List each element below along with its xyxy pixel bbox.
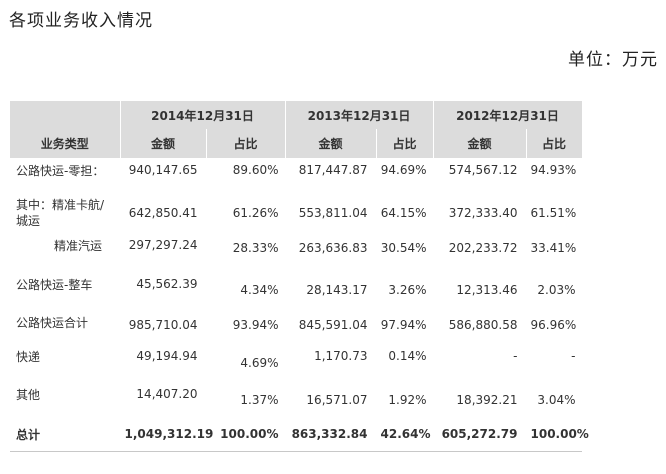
row-label: 公路快运合计 xyxy=(10,310,121,344)
row-label: 快递 xyxy=(10,344,121,382)
header-ratio-2014: 占比 xyxy=(206,129,286,158)
amount-cell: 1,049,312.19 xyxy=(120,420,213,450)
amount-cell: 553,811.04 xyxy=(285,192,377,233)
header-period-2012: 2012年12月31日 xyxy=(433,101,583,129)
header-amount-2013: 金额 xyxy=(285,129,377,158)
revenue-table-container: 业务类型 2014年12月31日 2013年12月31日 2012年12月31日… xyxy=(10,101,589,450)
ratio-cell: 2.03% xyxy=(526,272,583,310)
amount-cell: 49,194.94 xyxy=(120,344,207,382)
ratio-cell: - xyxy=(526,344,583,382)
amount-cell: 1,170.73 xyxy=(285,344,377,382)
amount-cell: 263,636.83 xyxy=(285,233,377,272)
row-label: 其他 xyxy=(10,382,121,420)
amount-cell: 574,567.12 xyxy=(433,158,527,192)
ratio-cell: 94.93% xyxy=(526,158,583,192)
amount-cell: 297,297.24 xyxy=(120,233,207,272)
ratio-cell: 33.41% xyxy=(526,233,583,272)
ratio-cell: 61.51% xyxy=(526,192,583,233)
header-period-2014: 2014年12月31日 xyxy=(120,101,286,129)
amount-cell: 372,333.40 xyxy=(433,192,527,233)
ratio-cell: 89.60% xyxy=(206,158,286,192)
ratio-cell: 4.69% xyxy=(206,344,286,382)
page-title: 各项业务收入情况 xyxy=(9,11,153,31)
table-row: 其中：精准卡航/城运 642,850.41 61.26% 553,811.04 … xyxy=(10,192,583,233)
row-label: 总计 xyxy=(10,420,121,450)
table-row: 其他 14,407.20 1.37% 16,571.07 1.92% 18,39… xyxy=(10,382,583,420)
ratio-cell: 93.94% xyxy=(206,310,286,344)
row-label: 公路快运-整车 xyxy=(10,272,121,310)
header-ratio-2012: 占比 xyxy=(526,129,583,158)
row-label: 其中：精准卡航/城运 xyxy=(10,192,121,233)
amount-cell: 28,143.17 xyxy=(285,272,377,310)
amount-cell: 605,272.79 xyxy=(433,420,527,450)
row-label: 公路快运-零担： xyxy=(10,158,121,192)
ratio-cell: 1.37% xyxy=(206,382,286,420)
amount-cell: 12,313.46 xyxy=(433,272,527,310)
header-period-2013: 2013年12月31日 xyxy=(285,101,434,129)
ratio-cell: 96.96% xyxy=(526,310,583,344)
bottom-divider xyxy=(10,451,582,452)
ratio-cell: 28.33% xyxy=(206,233,286,272)
table-row: 公路快运-零担： 940,147.65 89.60% 817,447.87 94… xyxy=(10,158,583,192)
header-amount-2012: 金额 xyxy=(433,129,527,158)
ratio-cell: 100.00% xyxy=(206,420,286,450)
amount-cell: 202,233.72 xyxy=(433,233,527,272)
ratio-cell: 64.15% xyxy=(376,192,434,233)
table-body: 公路快运-零担： 940,147.65 89.60% 817,447.87 94… xyxy=(10,158,589,450)
amount-cell: 45,562.39 xyxy=(120,272,207,310)
header-business-type: 业务类型 xyxy=(10,101,121,158)
amount-cell: 642,850.41 xyxy=(120,192,207,233)
total-row: 总计 1,049,312.19 100.00% 863,332.84 42.64… xyxy=(10,420,589,450)
amount-cell: 14,407.20 xyxy=(120,382,207,420)
revenue-table: 业务类型 2014年12月31日 2013年12月31日 2012年12月31日… xyxy=(10,101,589,450)
ratio-cell: 61.26% xyxy=(206,192,286,233)
ratio-cell: 42.64% xyxy=(376,420,434,450)
amount-cell: - xyxy=(433,344,527,382)
table-row: 公路快运-整车 45,562.39 4.34% 28,143.17 3.26% … xyxy=(10,272,583,310)
ratio-cell: 97.94% xyxy=(376,310,434,344)
table-row: 快递 49,194.94 4.69% 1,170.73 0.14% - - xyxy=(10,344,583,382)
period-header-row: 业务类型 2014年12月31日 2013年12月31日 2012年12月31日 xyxy=(10,101,583,158)
ratio-cell: 4.34% xyxy=(206,272,286,310)
ratio-cell: 3.04% xyxy=(526,382,583,420)
amount-cell: 940,147.65 xyxy=(120,158,207,192)
table-row: 精准汽运 297,297.24 28.33% 263,636.83 30.54%… xyxy=(10,233,583,272)
ratio-cell: 1.92% xyxy=(376,382,434,420)
ratio-cell: 30.54% xyxy=(376,233,434,272)
ratio-cell: 3.26% xyxy=(376,272,434,310)
amount-cell: 863,332.84 xyxy=(285,420,377,450)
table-header: 业务类型 2014年12月31日 2013年12月31日 2012年12月31日… xyxy=(10,101,583,158)
table-row: 公路快运合计 985,710.04 93.94% 845,591.04 97.9… xyxy=(10,310,583,344)
header-amount-2014: 金额 xyxy=(120,129,207,158)
amount-cell: 16,571.07 xyxy=(285,382,377,420)
amount-cell: 18,392.21 xyxy=(433,382,527,420)
unit-label: 单位：万元 xyxy=(568,50,658,70)
ratio-cell: 94.69% xyxy=(376,158,434,192)
row-label: 精准汽运 xyxy=(10,233,121,272)
header-ratio-2013: 占比 xyxy=(376,129,434,158)
amount-cell: 985,710.04 xyxy=(120,310,207,344)
subheader-row: 金额 占比 金额 占比 金额 占比 xyxy=(10,129,583,158)
ratio-cell: 0.14% xyxy=(376,344,434,382)
ratio-cell: 100.00% xyxy=(526,420,589,450)
amount-cell: 845,591.04 xyxy=(285,310,377,344)
amount-cell: 586,880.58 xyxy=(433,310,527,344)
amount-cell: 817,447.87 xyxy=(285,158,377,192)
